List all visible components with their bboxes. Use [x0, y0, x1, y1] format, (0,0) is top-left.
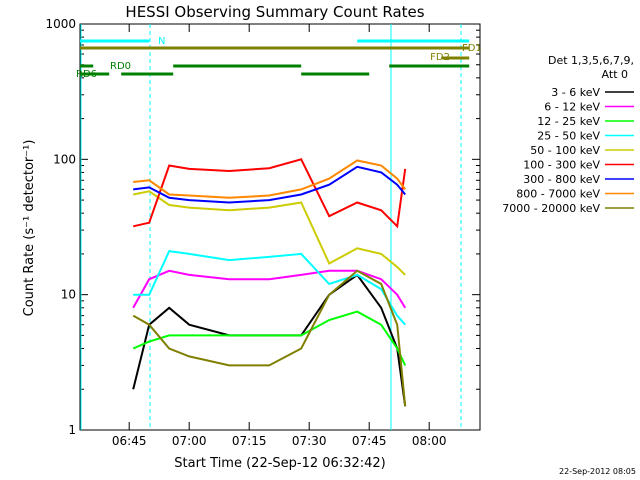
series-line [132, 273, 407, 407]
x-tick-label: 07:15 [232, 434, 267, 448]
x-tick-label: 06:45 [112, 434, 147, 448]
y-tick-label: 10 [61, 288, 76, 302]
series-line [132, 310, 407, 366]
flag-bar-label: FD2 [430, 52, 450, 63]
flag-bar-label: FD1 [462, 43, 482, 54]
legend-label: 7000 - 20000 keV [502, 202, 600, 215]
series-line [132, 269, 407, 309]
series-line [132, 158, 407, 229]
legend-label: 800 - 7000 keV [516, 188, 600, 201]
flag-bar-label: RD6 [76, 69, 97, 80]
footer-date: 22-Sep-2012 08:05 [559, 467, 636, 476]
legend-label: 100 - 300 keV [523, 159, 600, 172]
x-tick-label: 08:00 [412, 434, 447, 448]
legend-label: 300 - 800 keV [523, 173, 600, 186]
x-tick-label: 07:00 [172, 434, 207, 448]
y-tick-label: 100 [53, 152, 76, 166]
x-tick-label: 07:45 [352, 434, 387, 448]
legend-label: 3 - 6 keV [551, 86, 600, 99]
legend-label: 6 - 12 keV [544, 101, 600, 114]
plot-frame [79, 23, 481, 431]
legend-label: 50 - 100 keV [530, 144, 600, 157]
series-line [133, 190, 406, 276]
legend-header-line2: Att 0 [602, 68, 628, 81]
flag-bar-label: RD0 [110, 61, 131, 72]
series-line [133, 159, 407, 199]
x-axis-label: Start Time (22-Sep-12 06:32:42) [174, 456, 385, 471]
legend-label: 25 - 50 keV [537, 130, 600, 143]
series-line [133, 165, 406, 204]
legend-header-line1: Det 1,3,5,6,7,9, [548, 54, 634, 67]
y-tick-label: 1000 [45, 17, 76, 31]
series-line [132, 269, 407, 407]
y-tick-label: 1 [68, 423, 76, 437]
chart-title: HESSI Observing Summary Count Rates [125, 3, 424, 21]
flag-bar-label: N [158, 36, 165, 47]
y-axis-label: Count Rate (s⁻¹ detector⁻¹) [22, 140, 37, 317]
x-tick-label: 07:30 [292, 434, 327, 448]
legend-label: 12 - 25 keV [537, 115, 600, 128]
series-line [133, 250, 406, 326]
